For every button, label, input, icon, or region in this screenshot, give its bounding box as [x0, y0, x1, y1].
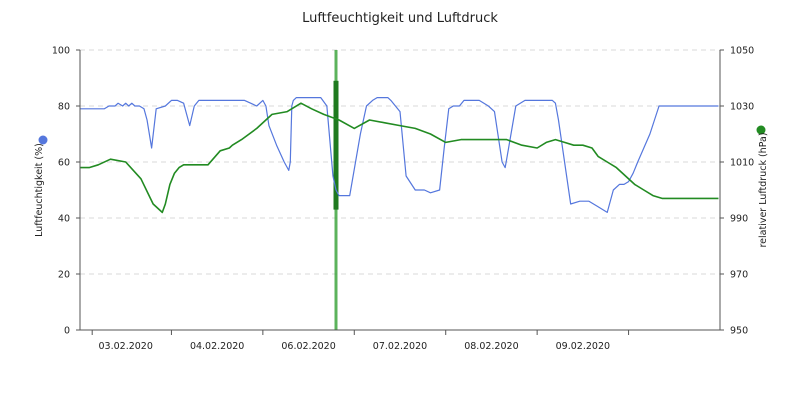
y-left-tick-label: 100: [52, 46, 70, 57]
x-tick-label: 07.02.2020: [373, 341, 427, 352]
series-layer: [80, 96, 719, 214]
x-tick-label: 08.02.2020: [464, 341, 518, 352]
x-tick-label: 04.02.2020: [190, 341, 244, 352]
chart-title: Luftfeuchtigkeit und Luftdruck: [302, 11, 498, 26]
series-line-pressure[interactable]: [80, 102, 719, 214]
x-tick-label: 03.02.2020: [99, 341, 153, 352]
y-left-tick-label: 80: [58, 102, 70, 113]
y-right-tick-label: 970: [730, 270, 748, 281]
y-right-tick-label: 990: [730, 214, 748, 225]
x-tick-label: 09.02.2020: [556, 341, 610, 352]
cursor-range: [333, 80, 339, 210]
y-right-tick-label: 1030: [730, 102, 754, 113]
y-left-tick-label: 40: [58, 214, 70, 225]
legend-dot-pressure[interactable]: [756, 125, 766, 135]
y-right-tick-label: 1050: [730, 46, 754, 57]
y-left-tick-label: 60: [58, 158, 70, 169]
x-tick-label: 06.02.2020: [281, 341, 335, 352]
series-line-humidity[interactable]: [80, 96, 719, 213]
grid: [80, 49, 720, 275]
y-left-tick-label: 20: [58, 270, 70, 281]
y-right-tick-label: 1010: [730, 158, 754, 169]
axes: 0 950 20 970 40 990 60 1010 80 1030 100 1050 03.02.2…: [52, 46, 754, 353]
y-left-tick-label: 0: [64, 326, 70, 337]
y-axis-right-label: relativer Luftdruck (hPa): [758, 132, 769, 247]
y-right-tick-label: 950: [730, 326, 748, 337]
legend-dot-humidity[interactable]: [38, 135, 48, 145]
y-axis-left-label: Luftfeuchtigkeit (%): [34, 143, 45, 237]
